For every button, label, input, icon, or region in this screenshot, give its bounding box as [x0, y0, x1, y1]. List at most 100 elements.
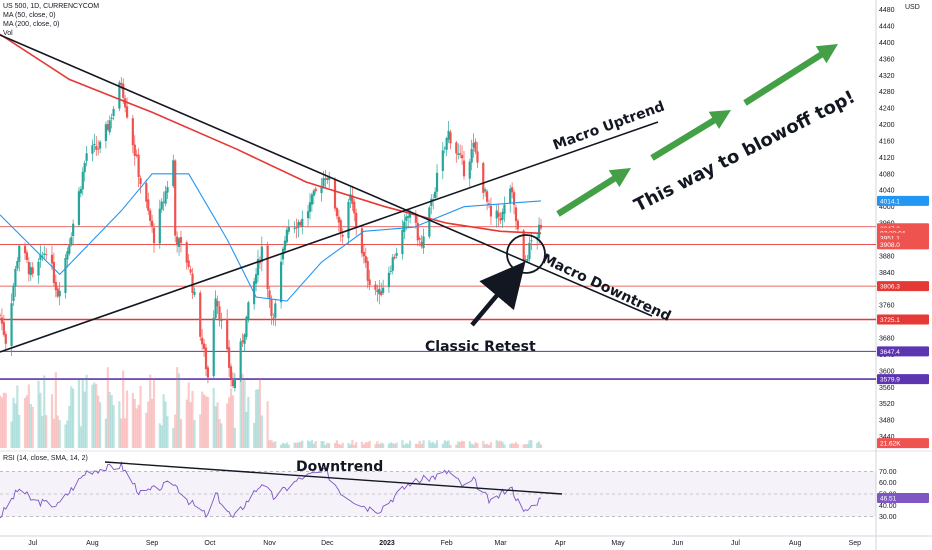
candle-body	[485, 191, 489, 202]
volume-bar	[281, 442, 285, 448]
candle-body	[299, 222, 302, 226]
volume-bar	[537, 441, 541, 448]
ma200-legend[interactable]: MA (200, close, 0)	[3, 21, 60, 28]
volume-bar	[360, 441, 364, 448]
volume-bar	[511, 443, 514, 448]
y-tick-label: 4480	[879, 7, 895, 14]
candle-body	[266, 245, 269, 290]
candle-body	[295, 227, 298, 229]
candle-body	[193, 291, 196, 295]
candle-body	[0, 315, 2, 316]
candle-body	[405, 216, 408, 221]
volume-bar	[293, 442, 296, 448]
volume-bar	[416, 444, 419, 448]
candle-body	[56, 288, 59, 297]
x-tick-label: Aug	[789, 540, 802, 547]
candle-body	[201, 337, 204, 345]
candle-body	[191, 273, 194, 293]
candle-body	[432, 199, 435, 201]
volume-bar	[216, 402, 219, 448]
candle-body	[214, 298, 217, 318]
candle-body	[43, 253, 46, 255]
green-arrow	[650, 110, 731, 161]
ma50-line	[0, 173, 542, 302]
volume-bar	[335, 440, 339, 448]
x-tick-label: Feb	[441, 540, 453, 547]
candle-body	[335, 208, 339, 217]
candle-body	[85, 153, 88, 161]
volume-bar	[414, 443, 417, 448]
volume-bar	[245, 411, 248, 448]
symbol-legend[interactable]: US 500, 1D, CURRENCYCOM	[3, 3, 100, 10]
volume-bar	[176, 367, 179, 448]
candle-body	[50, 254, 54, 264]
price-tag-label: 3951.1	[880, 235, 900, 242]
volume-bar	[37, 380, 40, 448]
candle-body	[135, 154, 138, 156]
volume-bar	[18, 414, 21, 448]
candle-body	[322, 178, 325, 187]
candle-body	[382, 287, 385, 293]
volume-bar	[472, 444, 475, 448]
candle-body	[131, 118, 134, 146]
volume-bar	[485, 443, 489, 448]
y-tick-label: 3560	[879, 385, 895, 392]
volume-bar	[376, 441, 379, 448]
candle-body	[293, 227, 296, 229]
volume-bar	[283, 443, 287, 448]
candle-body	[389, 271, 392, 272]
x-tick-label: Sep	[146, 540, 159, 547]
x-tick-label: May	[611, 540, 625, 547]
volume-bar	[191, 390, 194, 448]
volume-bar	[12, 397, 15, 448]
volume-bar	[99, 402, 102, 448]
candle-body	[174, 160, 177, 236]
y-tick-label: 3520	[879, 401, 895, 408]
price-tag	[877, 314, 929, 325]
price-tag-label: 3725.1	[880, 317, 900, 324]
candle-body	[341, 234, 344, 237]
volume-bar	[202, 394, 206, 448]
rsi-tick-label: 60.00	[879, 480, 897, 487]
price-tag-label: 3647.4	[880, 349, 900, 356]
candle-body	[270, 299, 273, 317]
volume-bar	[484, 444, 487, 448]
volume-bar	[366, 442, 369, 448]
volume-bar	[495, 440, 498, 448]
candle-body	[482, 162, 485, 193]
rsi-tick-label: 40.00	[879, 503, 897, 510]
candle-body	[79, 189, 82, 194]
volume-bar	[470, 443, 473, 448]
candle-body	[152, 227, 156, 244]
volume-bar	[260, 415, 263, 448]
candle-body	[64, 258, 67, 294]
volume-bar	[408, 440, 412, 448]
candle-body	[172, 160, 175, 187]
volume-bar	[380, 442, 383, 448]
candle-body	[474, 141, 477, 152]
candle-body	[387, 272, 391, 288]
candle-body	[164, 191, 167, 204]
candle-body	[122, 83, 125, 98]
volume-bar	[50, 394, 54, 448]
volume-bar	[355, 442, 358, 448]
volume-bar	[526, 444, 529, 448]
candle-body	[422, 236, 425, 249]
volume-bar	[487, 444, 491, 448]
volume-bar	[185, 399, 188, 448]
candle-body	[472, 142, 475, 148]
volume-bar	[522, 444, 525, 448]
rsi-line	[0, 460, 542, 519]
volume-legend[interactable]: Vol	[3, 30, 13, 37]
rsi-tag-label: 46.51	[880, 495, 897, 502]
rsi-legend[interactable]: RSI (14, close, SMA, 14, 2)	[3, 455, 88, 462]
candle-body	[279, 261, 283, 303]
ma50-legend[interactable]: MA (50, close, 0)	[3, 12, 56, 19]
candle-body	[133, 144, 136, 156]
volume-bar	[422, 440, 425, 448]
volume-bar	[270, 440, 273, 448]
candle-body	[435, 172, 439, 192]
candle-body	[360, 228, 364, 254]
